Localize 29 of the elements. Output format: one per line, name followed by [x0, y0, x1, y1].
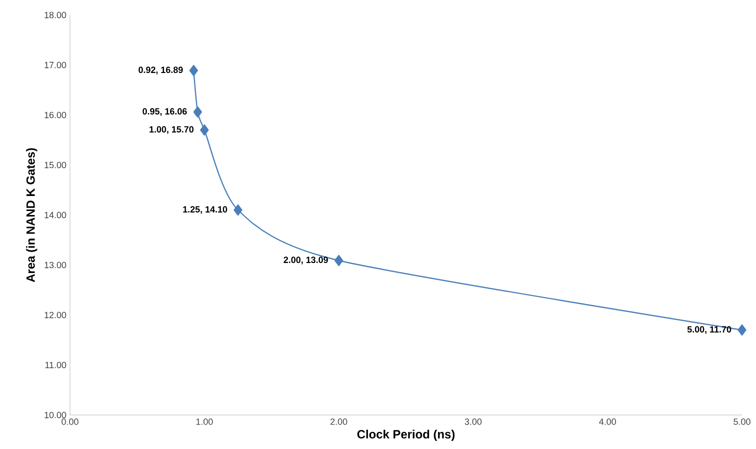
data-label: 2.00, 13.09: [284, 256, 328, 264]
x-axis-title: Clock Period (ns): [357, 430, 455, 441]
point: [738, 324, 746, 336]
data-label: 1.00, 15.70: [150, 126, 194, 134]
data-label: 0.92, 16.89: [138, 66, 183, 74]
y-tick-label: 17.00: [44, 62, 66, 68]
y-tick-label: 13.00: [44, 262, 66, 268]
data-label: 1.25, 14.10: [183, 206, 228, 214]
y-tick-label: 11.00: [45, 362, 66, 368]
point: [200, 124, 209, 136]
y-tick-label: 10.00: [44, 412, 66, 418]
y-tick-label: 16.00: [44, 112, 66, 118]
x-tick-label: 5.00: [734, 418, 750, 425]
point: [234, 204, 242, 216]
y-axis-title: Area (in NAND K Gates): [26, 148, 38, 282]
x-tick-label: 0.00: [62, 418, 78, 425]
point: [193, 106, 202, 118]
x-tick-label: 3.00: [464, 418, 482, 425]
y-tick-label: 14.00: [44, 212, 66, 218]
y-tick-label: 12.00: [44, 312, 66, 318]
data-label: 5.00, 11.70: [687, 326, 732, 334]
y-tick-label: 18.00: [44, 12, 66, 18]
y-tick-label: 15.00: [44, 162, 66, 168]
point: [189, 64, 198, 76]
x-tick-label: 2.00: [330, 418, 348, 425]
x-tick-label: 1.00: [196, 418, 213, 425]
point: [334, 254, 344, 266]
data-label: 0.95, 16.06: [142, 108, 187, 116]
x-tick-label: 4.00: [599, 418, 616, 425]
